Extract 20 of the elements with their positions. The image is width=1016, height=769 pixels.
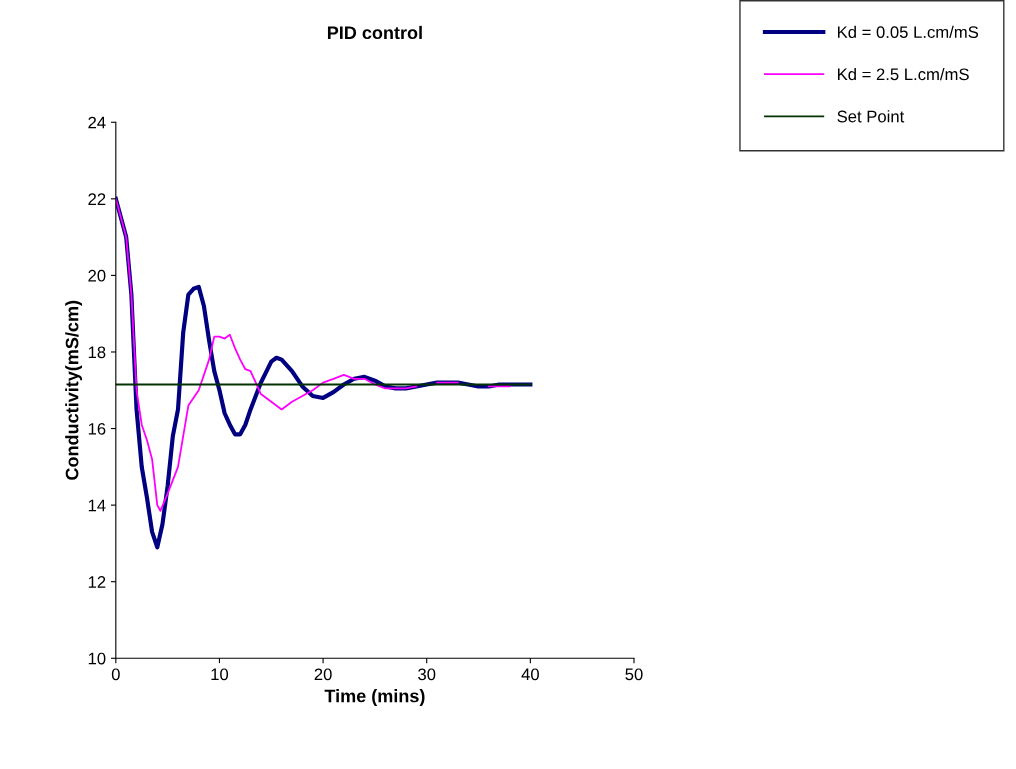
legend-label: Set Point [837,110,905,123]
y-tick-label: 18 [88,346,106,359]
x-tick-label: 0 [111,668,120,681]
y-tick-label: 12 [88,576,106,588]
y-tick-label: 14 [88,499,106,512]
y-tick-label: 24 [88,116,106,129]
x-axis-title: Time (mins) [324,689,425,706]
y-axis-title: Conductivity(mS/cm) [65,300,83,480]
legend-label: Kd = 2.5 L.cm/mS [837,67,969,81]
y-tick-label: 16 [88,422,106,435]
x-tick-label: 40 [521,668,539,681]
y-tick-label: 22 [88,193,106,205]
x-tick-label: 30 [418,668,436,681]
chart-title: PID control [327,25,422,40]
x-tick-label: 10 [211,668,229,681]
y-tick-label: 10 [88,652,106,665]
x-tick-label: 20 [314,668,332,681]
x-tick-label: 50 [625,668,643,681]
y-tick-label: 20 [88,269,106,282]
legend-label: Kd = 0.05 L.cm/mS [837,25,979,39]
